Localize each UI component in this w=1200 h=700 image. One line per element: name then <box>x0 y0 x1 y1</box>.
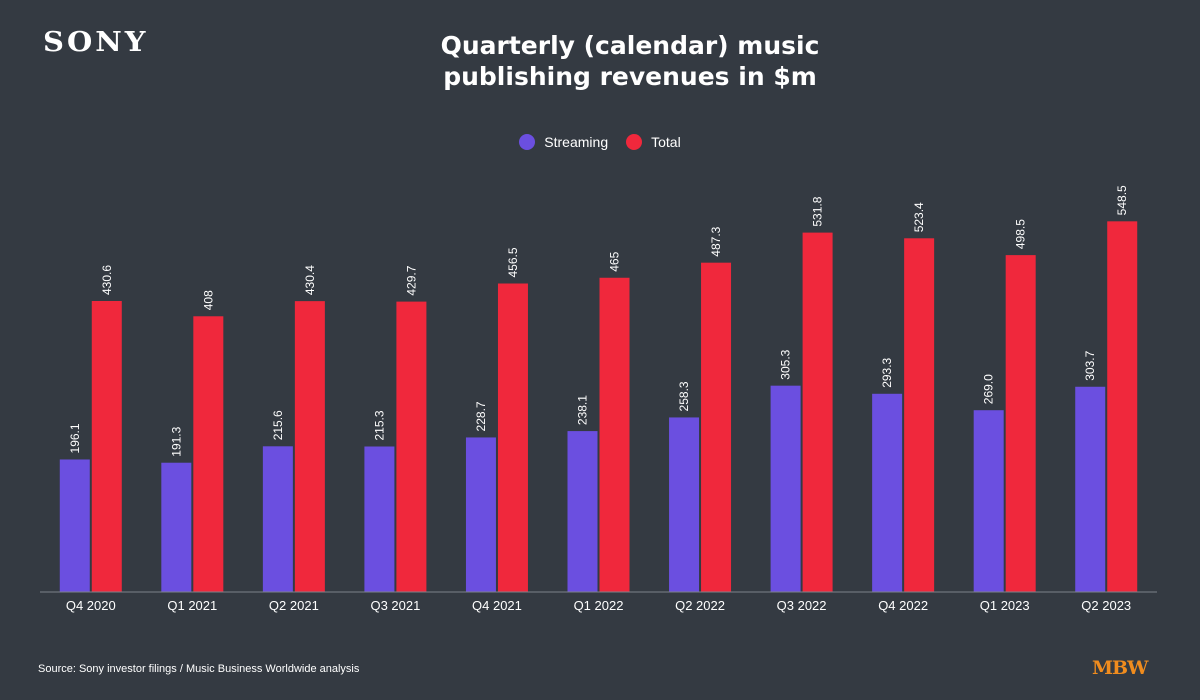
data-label-total: 531.8 <box>811 196 825 226</box>
sony-logo: SONY <box>43 26 149 58</box>
bar-streaming <box>262 446 293 592</box>
chart-title-line-2: publishing revenues in $m <box>443 62 817 91</box>
bar-total <box>701 262 732 592</box>
bar-total <box>1005 255 1036 592</box>
data-label-total: 430.4 <box>303 265 317 295</box>
x-tick-label: Q1 2021 <box>167 598 217 613</box>
data-label-total: 523.4 <box>912 202 926 232</box>
bar-streaming <box>770 385 801 592</box>
bar-total <box>294 301 325 592</box>
x-tick-label: Q4 2021 <box>472 598 522 613</box>
data-label-streaming: 258.3 <box>677 381 691 411</box>
chart-title-line-1: Quarterly (calendar) music <box>440 31 820 60</box>
x-tick-label: Q1 2022 <box>574 598 624 613</box>
legend-label-total: Total <box>651 134 681 150</box>
bar-total <box>904 238 935 592</box>
legend-item-streaming[interactable]: Streaming <box>519 134 608 150</box>
legend-swatch-total <box>626 134 643 150</box>
x-tick-label: Q2 2023 <box>1081 598 1131 613</box>
bar-total <box>193 316 224 592</box>
data-label-total: 430.6 <box>100 265 114 295</box>
x-tick-label: Q2 2022 <box>675 598 725 613</box>
legend-swatch-streaming <box>519 134 536 150</box>
bar-streaming <box>1075 386 1106 592</box>
mbw-logo: MBW <box>1092 657 1148 679</box>
bar-streaming <box>669 417 700 592</box>
bar-streaming <box>973 410 1004 592</box>
data-label-total: 498.5 <box>1014 219 1028 249</box>
source-note: Source: Sony investor filings / Music Bu… <box>38 663 360 675</box>
data-label-streaming: 293.3 <box>880 357 894 387</box>
x-tick-label: Q3 2021 <box>370 598 420 613</box>
data-label-total: 408 <box>201 290 215 310</box>
data-label-streaming: 305.3 <box>779 349 793 379</box>
bar-total <box>599 277 630 592</box>
data-label-total: 548.5 <box>1115 185 1129 215</box>
x-tick-label: Q1 2023 <box>980 598 1030 613</box>
data-label-streaming: 196.1 <box>68 423 82 453</box>
data-label-total: 456.5 <box>506 247 520 277</box>
data-label-total: 465 <box>608 251 622 271</box>
bar-streaming <box>465 437 496 592</box>
data-label-streaming: 215.3 <box>372 410 386 440</box>
legend-item-total[interactable]: Total <box>626 134 681 150</box>
bar-total <box>497 283 528 592</box>
data-label-total: 487.3 <box>709 226 723 256</box>
bar-streaming <box>567 431 598 592</box>
data-label-streaming: 228.7 <box>474 401 488 431</box>
bar-streaming <box>364 446 395 592</box>
data-label-streaming: 238.1 <box>576 395 590 425</box>
bar-streaming <box>872 393 903 592</box>
bar-total <box>396 301 427 592</box>
legend-label-streaming: Streaming <box>544 134 609 150</box>
data-label-streaming: 303.7 <box>1083 350 1097 380</box>
bar-streaming <box>59 459 90 592</box>
data-label-total: 429.7 <box>404 265 418 295</box>
x-tick-label: Q4 2022 <box>878 598 928 613</box>
data-label-streaming: 269.0 <box>982 374 996 404</box>
chart-title: Quarterly (calendar) music publishing re… <box>380 30 880 92</box>
chart-legend: Streaming Total <box>0 134 1200 150</box>
x-tick-label: Q2 2021 <box>269 598 319 613</box>
bar-total <box>1107 221 1138 592</box>
data-label-streaming: 215.6 <box>271 410 285 440</box>
x-tick-label: Q3 2022 <box>777 598 827 613</box>
x-tick-label: Q4 2020 <box>66 598 116 613</box>
bar-streaming <box>161 462 192 592</box>
data-label-streaming: 191.3 <box>169 426 183 456</box>
bar-total <box>802 232 833 592</box>
bar-total <box>91 301 122 592</box>
